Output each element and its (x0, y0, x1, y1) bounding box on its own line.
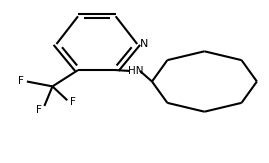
Text: F: F (18, 76, 24, 86)
Text: N: N (140, 39, 148, 49)
Text: F: F (36, 105, 41, 115)
Text: HN: HN (128, 66, 143, 76)
Text: F: F (70, 97, 76, 107)
